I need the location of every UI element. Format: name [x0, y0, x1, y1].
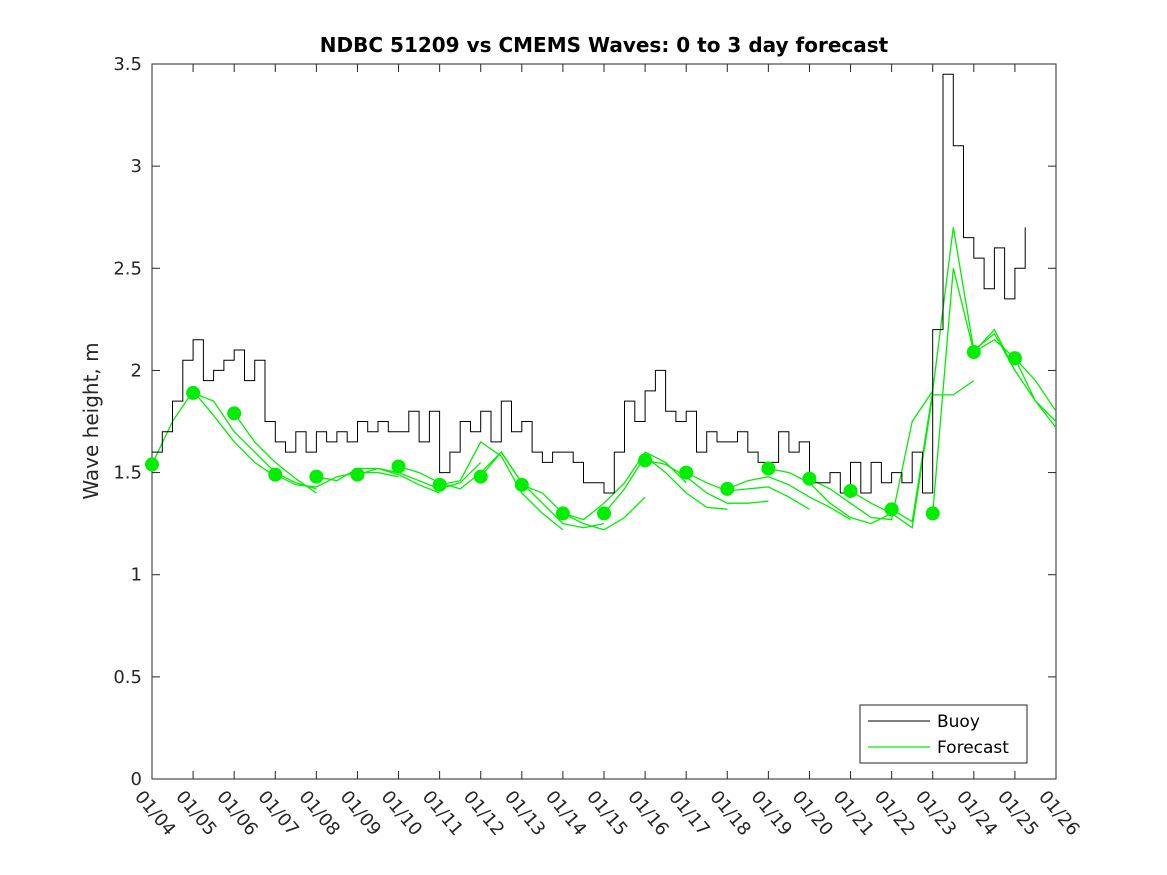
forecast-run-line — [973, 328, 1057, 422]
forecast-run-line — [932, 268, 1057, 514]
forecast-start-marker — [473, 469, 488, 484]
forecast-run-line — [891, 227, 1016, 523]
forecast-start-marker — [391, 459, 406, 474]
y-tick-label: 2.5 — [113, 258, 142, 279]
plot-area — [151, 63, 1057, 780]
forecast-start-marker — [432, 477, 447, 492]
legend-buoy-label: Buoy — [937, 712, 980, 732]
forecast-run-line — [357, 461, 482, 490]
forecast-start-marker — [720, 481, 735, 496]
y-tick-label: 3.5 — [113, 54, 142, 75]
y-tick-label: 0 — [131, 769, 142, 790]
y-axis-ticks: 0 0.5 1 1.5 2 2.5 3 3.5 — [113, 54, 1056, 790]
forecast-run-line — [439, 440, 564, 531]
forecast-start-marker — [186, 385, 201, 400]
forecast-start-marker — [350, 467, 365, 482]
forecast-run-line — [233, 412, 317, 494]
forecast-start-marker — [597, 506, 611, 521]
forecast-start-marker — [145, 457, 159, 472]
forecast-run-line — [1014, 357, 1057, 428]
y-tick-label: 1.5 — [113, 463, 142, 484]
forecast-start-marker — [227, 406, 242, 421]
chart-title: NDBC 51209 vs CMEMS Waves: 0 to 3 day fo… — [320, 33, 889, 57]
forecast-start-marker — [514, 477, 529, 492]
y-tick-label: 1 — [131, 565, 142, 586]
forecast-run-line — [603, 455, 728, 514]
forecast-run-line — [809, 390, 934, 521]
forecast-start-markers — [145, 345, 1022, 521]
forecast-start-marker — [761, 461, 776, 476]
buoy-series-line — [152, 73, 1026, 494]
forecast-run-line — [685, 472, 810, 510]
forecast-run-line — [768, 467, 892, 525]
forecast-run-line — [562, 451, 687, 521]
forecast-run-line — [192, 392, 317, 490]
y-tick-label: 3 — [131, 156, 142, 177]
y-tick-label: 0.5 — [113, 667, 142, 688]
legend-box — [859, 704, 1028, 764]
forecast-run-line — [850, 380, 975, 529]
forecast-run-line — [727, 476, 851, 521]
legend: Buoy Forecast — [859, 704, 1028, 764]
legend-forecast-label: Forecast — [937, 738, 1009, 758]
forecast-start-marker — [638, 453, 653, 468]
forecast-start-marker — [679, 465, 694, 480]
y-axis-label: Wave height, m — [79, 342, 103, 499]
forecast-run-line — [275, 471, 399, 488]
forecast-start-marker — [555, 506, 570, 521]
forecast-start-marker — [309, 469, 324, 484]
forecast-run-line — [644, 459, 769, 504]
forecast-start-marker — [966, 345, 981, 360]
forecast-start-marker — [802, 471, 817, 486]
y-tick-label: 2 — [131, 360, 142, 381]
forecast-start-marker — [843, 483, 858, 498]
forecast-start-marker — [268, 467, 283, 482]
forecast-run-line — [521, 484, 646, 531]
forecast-start-marker — [1007, 351, 1022, 366]
forecast-start-marker — [925, 506, 940, 521]
forecast-start-marker — [884, 502, 899, 517]
forecast-run-line — [480, 451, 605, 529]
